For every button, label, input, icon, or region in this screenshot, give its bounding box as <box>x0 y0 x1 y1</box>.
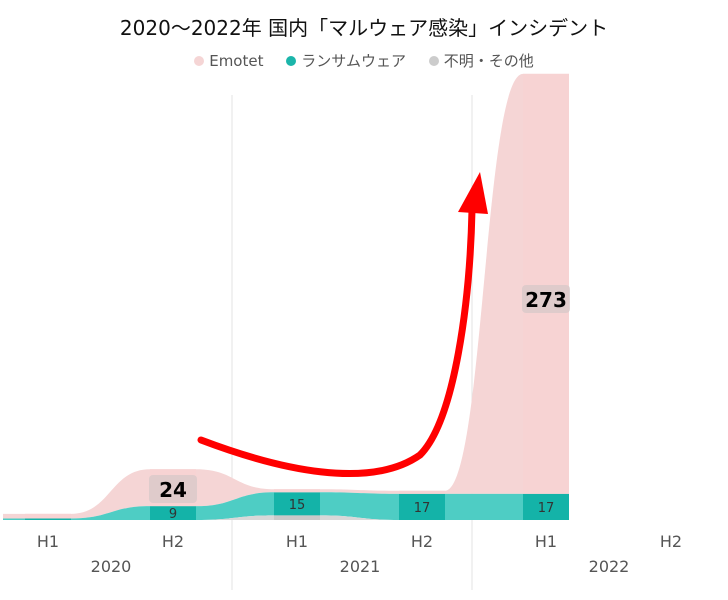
data-label-ransomware: 9 <box>169 507 177 522</box>
legend-label-other: 不明・その他 <box>443 52 534 70</box>
legend-label-emotet: Emotet <box>209 51 264 70</box>
bar-ransomware <box>150 506 196 520</box>
data-label-emotet: 24 <box>159 478 187 502</box>
legend-item-other[interactable]: 不明・その他 <box>428 50 534 71</box>
data-label-ransomware: 17 <box>414 501 431 516</box>
bar-other <box>274 515 320 520</box>
x-year-label: 2022 <box>589 557 630 576</box>
legend-item-emotet[interactable]: Emotet <box>194 52 263 70</box>
data-label-ransomware: 15 <box>289 498 306 513</box>
x-tick-label: H1 <box>37 532 59 551</box>
legend-label-ransomware: ランサムウェア <box>301 52 406 70</box>
bar-ransomware <box>274 492 320 516</box>
legend-swatch-emotet <box>194 55 205 66</box>
bar-ransomware <box>25 518 71 520</box>
bar-ransomware <box>399 493 445 520</box>
chart-title: 2020～2022年 国内「マルウェア感染」インシデント <box>119 16 609 40</box>
bar-ransomware <box>523 493 569 520</box>
legend-swatch-ransomware <box>286 55 297 66</box>
data-label-emotet: 273 <box>525 288 567 312</box>
legend-swatch-other <box>428 55 439 66</box>
x-tick-label: H1 <box>286 532 308 551</box>
annotation-arrow-shaft <box>197 206 476 478</box>
x-year-label: 2021 <box>340 557 381 576</box>
data-label-ransomware: 17 <box>538 501 555 516</box>
legend-item-ransomware[interactable]: ランサムウェア <box>286 50 406 71</box>
annotation-arrow-head <box>458 172 488 214</box>
data-label-bg <box>149 475 197 503</box>
series-emotet-area <box>3 73 569 519</box>
bar-emotet <box>25 513 71 519</box>
bar-emotet <box>399 490 445 494</box>
x-tick-label: H2 <box>162 532 184 551</box>
bar-emotet <box>274 489 320 493</box>
x-year-label: 2020 <box>91 557 132 576</box>
bar-emotet <box>523 73 569 494</box>
x-tick-label: H2 <box>411 532 433 551</box>
x-tick-label: H1 <box>535 532 557 551</box>
data-label-bg <box>522 285 570 313</box>
legend: Emotet ランサムウェア 不明・その他 <box>0 50 728 71</box>
x-tick-label: H2 <box>660 532 682 551</box>
